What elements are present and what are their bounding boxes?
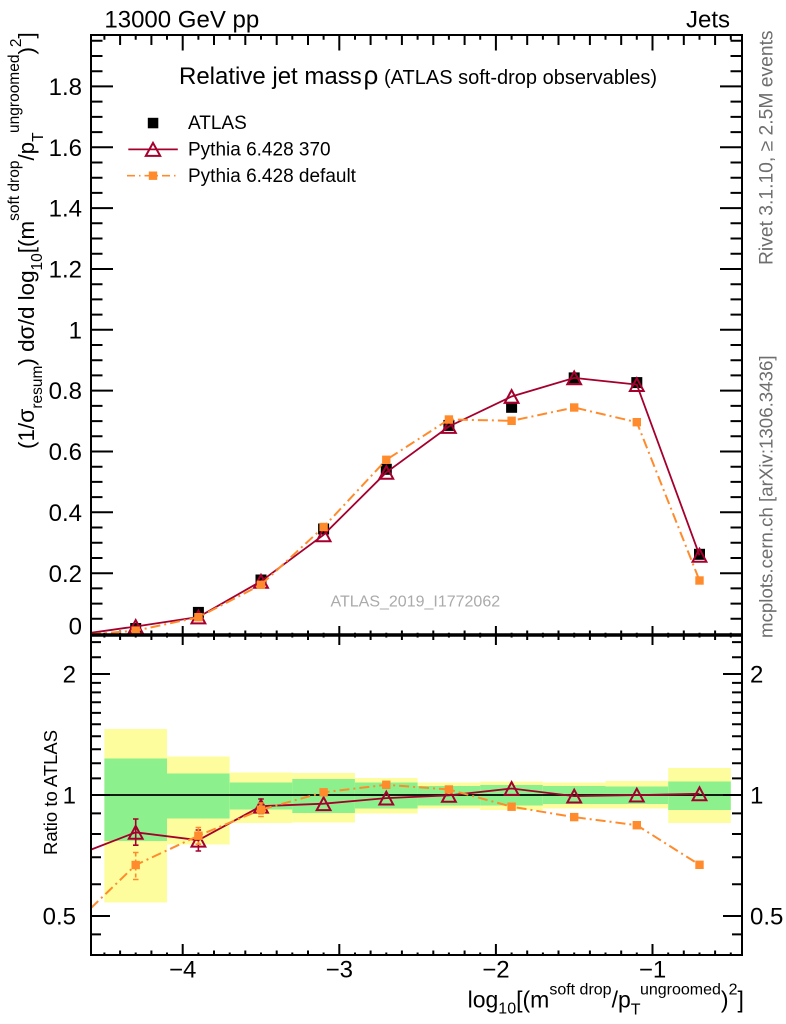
svg-text:Pythia 6.428 370: Pythia 6.428 370	[188, 140, 331, 161]
svg-text:0: 0	[69, 614, 82, 641]
svg-text:0.4: 0.4	[49, 500, 82, 527]
svg-text:1.6: 1.6	[49, 135, 82, 162]
svg-text:−1: −1	[639, 957, 666, 984]
svg-text:1.2: 1.2	[49, 257, 82, 284]
svg-text:0.5: 0.5	[43, 904, 76, 931]
svg-text:Ratio to ATLAS: Ratio to ATLAS	[40, 730, 61, 855]
svg-text:1: 1	[750, 783, 763, 810]
svg-text:Rivet 3.1.10, ≥ 2.5M events: Rivet 3.1.10, ≥ 2.5M events	[757, 30, 778, 265]
svg-text:Pythia 6.428 default: Pythia 6.428 default	[188, 166, 357, 187]
svg-text:−3: −3	[326, 957, 353, 984]
svg-text:−4: −4	[169, 957, 196, 984]
svg-text:2: 2	[750, 662, 763, 689]
svg-text:−2: −2	[482, 957, 509, 984]
svg-text:2: 2	[63, 662, 76, 689]
svg-text:ATLAS: ATLAS	[188, 113, 247, 134]
svg-text:ρ: ρ	[364, 60, 379, 90]
svg-text:0.6: 0.6	[49, 439, 82, 466]
svg-text:13000 GeV pp: 13000 GeV pp	[104, 7, 259, 34]
svg-text:Relative jet mass: Relative jet mass	[179, 63, 362, 90]
svg-text:0.5: 0.5	[750, 904, 783, 931]
svg-text:Jets: Jets	[686, 7, 730, 34]
svg-text:ATLAS_2019_I1772062: ATLAS_2019_I1772062	[331, 594, 501, 611]
svg-text:0.2: 0.2	[49, 561, 82, 588]
svg-text:1: 1	[63, 783, 76, 810]
svg-text:(ATLAS soft-drop observables): (ATLAS soft-drop observables)	[384, 67, 657, 89]
svg-text:1: 1	[69, 317, 82, 344]
svg-text:1.8: 1.8	[49, 74, 82, 101]
svg-text:1.4: 1.4	[49, 196, 82, 223]
svg-text:0.8: 0.8	[49, 378, 82, 405]
svg-text:mcplots.cern.ch [arXiv:1306.34: mcplots.cern.ch [arXiv:1306.3436]	[756, 355, 777, 638]
